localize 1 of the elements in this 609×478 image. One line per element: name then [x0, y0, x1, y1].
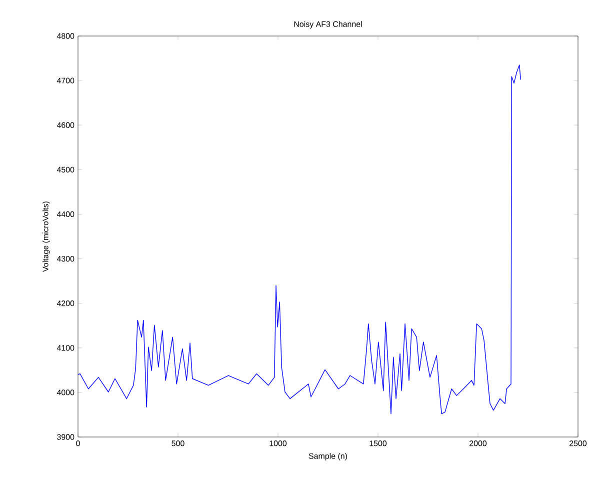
line-series: [78, 64, 521, 414]
